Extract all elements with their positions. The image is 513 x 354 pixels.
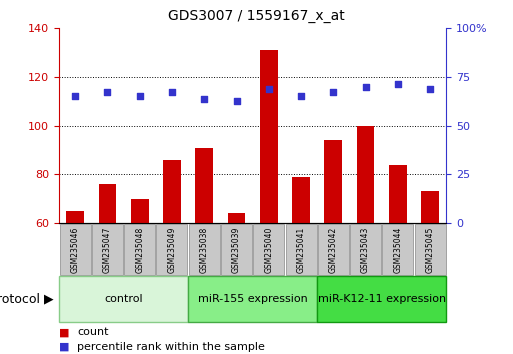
Text: GSM235047: GSM235047 — [103, 226, 112, 273]
Text: GSM235042: GSM235042 — [329, 227, 338, 273]
FancyBboxPatch shape — [60, 224, 91, 275]
Text: GSM235041: GSM235041 — [297, 227, 306, 273]
Point — [329, 89, 338, 95]
Bar — [98, 184, 116, 223]
Text: GSM235045: GSM235045 — [426, 226, 435, 273]
FancyBboxPatch shape — [318, 224, 349, 275]
FancyBboxPatch shape — [350, 224, 381, 275]
Text: control: control — [104, 294, 143, 304]
Bar — [421, 192, 439, 223]
Text: GSM235043: GSM235043 — [361, 226, 370, 273]
Text: GSM235048: GSM235048 — [135, 227, 144, 273]
Text: count: count — [77, 327, 108, 337]
Text: GDS3007 / 1559167_x_at: GDS3007 / 1559167_x_at — [168, 9, 345, 23]
FancyBboxPatch shape — [59, 276, 188, 322]
Text: GSM235039: GSM235039 — [232, 226, 241, 273]
Point — [103, 89, 111, 95]
Point — [71, 93, 79, 99]
Bar — [292, 177, 310, 223]
Point — [168, 89, 176, 95]
Bar — [389, 165, 407, 223]
Text: ■: ■ — [59, 342, 69, 352]
Point — [200, 96, 208, 102]
Text: miR-K12-11 expression: miR-K12-11 expression — [318, 294, 446, 304]
Bar — [195, 148, 213, 223]
Bar — [357, 126, 374, 223]
Bar — [228, 213, 245, 223]
Text: GSM235049: GSM235049 — [167, 226, 176, 273]
Point — [135, 93, 144, 99]
FancyBboxPatch shape — [415, 224, 446, 275]
Bar — [324, 140, 342, 223]
Text: GSM235038: GSM235038 — [200, 227, 209, 273]
Point — [265, 86, 273, 92]
Bar — [163, 160, 181, 223]
FancyBboxPatch shape — [188, 276, 317, 322]
Text: GSM235044: GSM235044 — [393, 226, 402, 273]
Point — [426, 86, 435, 92]
FancyBboxPatch shape — [317, 276, 446, 322]
Bar — [131, 199, 149, 223]
FancyBboxPatch shape — [221, 224, 252, 275]
Bar — [260, 50, 278, 223]
FancyBboxPatch shape — [189, 224, 220, 275]
FancyBboxPatch shape — [156, 224, 187, 275]
Text: protocol ▶: protocol ▶ — [0, 293, 54, 306]
Point — [232, 98, 241, 104]
FancyBboxPatch shape — [92, 224, 123, 275]
Text: percentile rank within the sample: percentile rank within the sample — [77, 342, 265, 352]
Bar — [66, 211, 84, 223]
Text: GSM235040: GSM235040 — [264, 226, 273, 273]
Point — [394, 81, 402, 87]
FancyBboxPatch shape — [286, 224, 317, 275]
Text: GSM235046: GSM235046 — [71, 226, 80, 273]
Point — [297, 93, 305, 99]
Text: ■: ■ — [59, 327, 69, 337]
Text: miR-155 expression: miR-155 expression — [198, 294, 307, 304]
FancyBboxPatch shape — [382, 224, 413, 275]
Point — [362, 84, 370, 90]
FancyBboxPatch shape — [253, 224, 284, 275]
FancyBboxPatch shape — [124, 224, 155, 275]
